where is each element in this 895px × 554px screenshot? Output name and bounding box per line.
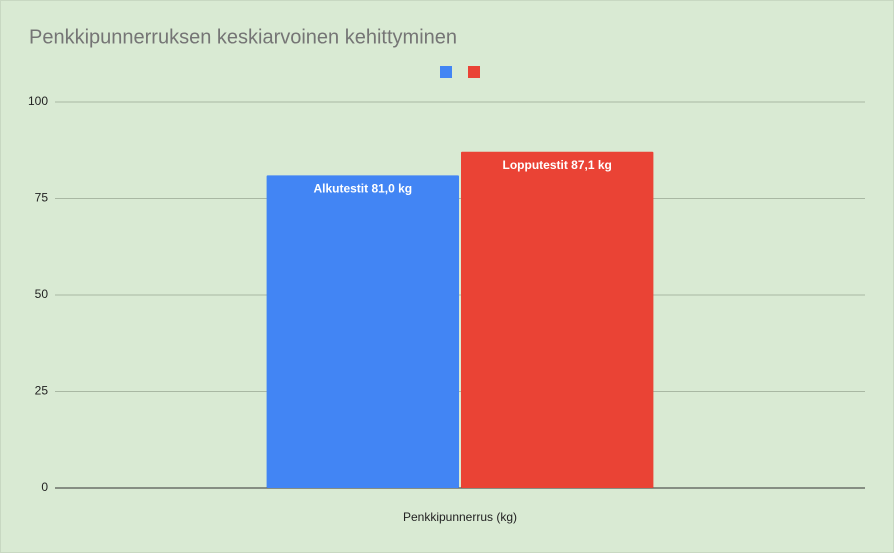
- legend-swatch: [468, 66, 480, 78]
- y-tick-label: 0: [41, 480, 48, 494]
- y-tick-label: 50: [35, 287, 49, 301]
- y-tick-label: 75: [35, 191, 49, 205]
- y-tick-label: 25: [35, 384, 49, 398]
- y-tick-label: 100: [28, 94, 48, 108]
- legend-swatch: [440, 66, 452, 78]
- x-axis-label: Penkkipunnerrus (kg): [403, 510, 517, 524]
- chart-title: Penkkipunnerruksen keskiarvoinen kehitty…: [29, 26, 457, 48]
- data-label: Alkutestit 81,0 kg: [313, 182, 412, 196]
- bar: [266, 175, 459, 488]
- data-label: Lopputestit 87,1 kg: [503, 158, 612, 172]
- bar: [461, 151, 654, 488]
